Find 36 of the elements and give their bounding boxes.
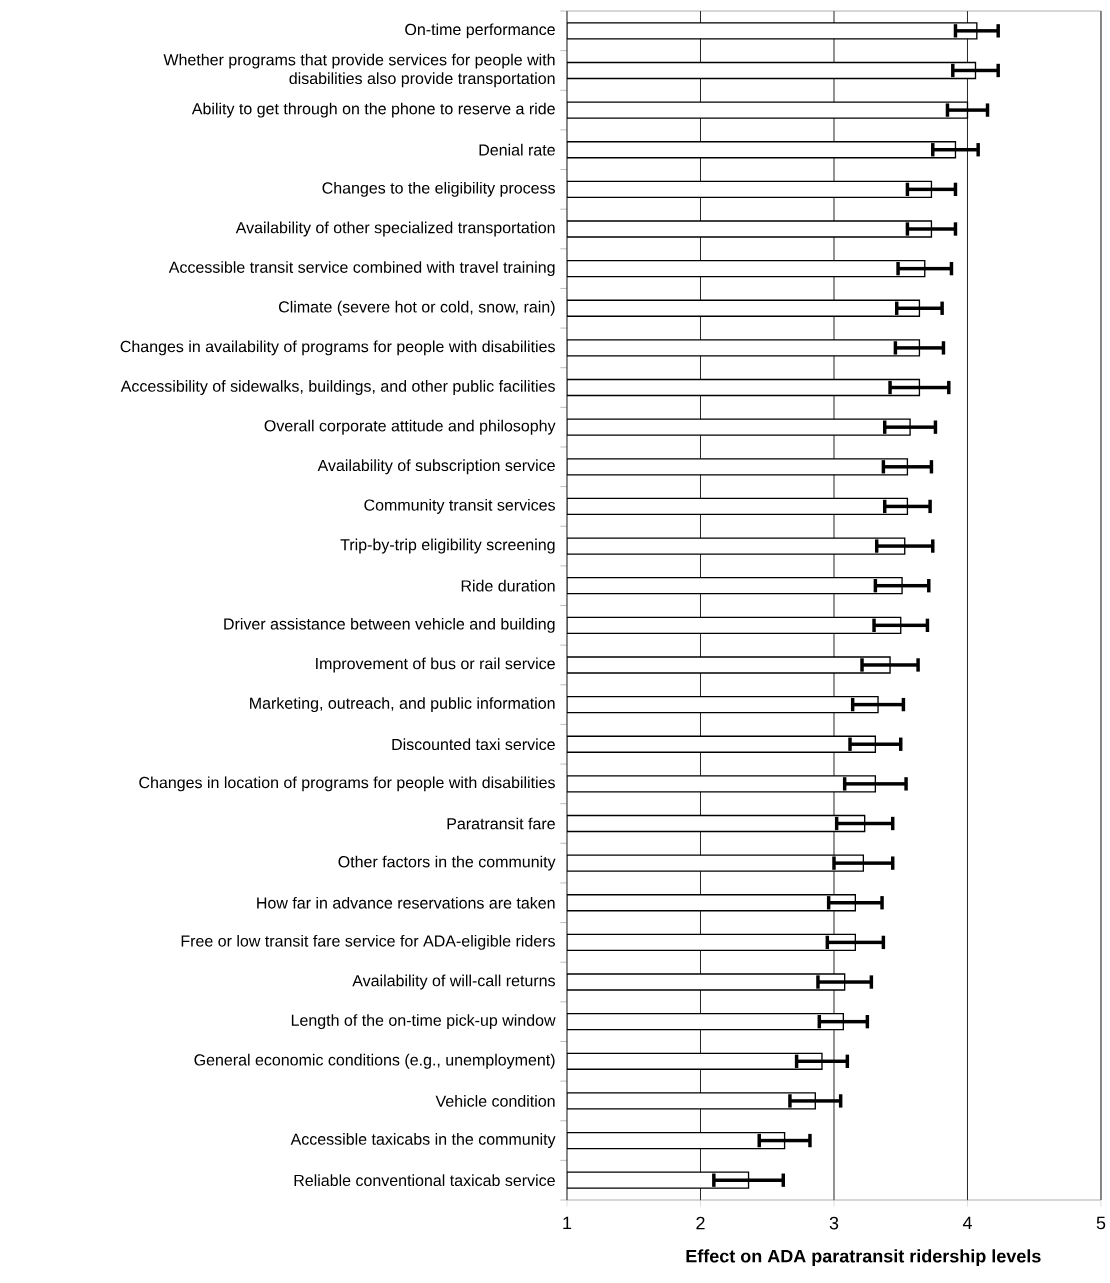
x-axis-title: Effect on ADA paratransit ridership levels: [686, 1249, 1041, 1267]
y-tick-label: Whether programs that provide services for people with disabilities also provide transportation: [163, 53, 555, 88]
x-tick-label: 3: [829, 1216, 838, 1230]
y-tick-label: Changes in availability of programs for people with disabilities: [120, 340, 555, 356]
y-tick-label: Ability to get through on the phone to reserve a ride: [191, 102, 555, 118]
y-tick-label: Paratransit fare: [447, 817, 555, 830]
y-tick-label: Accessible taxicabs in the community: [290, 1133, 556, 1149]
x-tick-label: 1: [563, 1216, 571, 1230]
y-tick-label: Community transit services: [364, 498, 555, 514]
y-tick-label: Availability of will-call returns: [352, 974, 555, 990]
y-tick-label: Vehicle condition: [435, 1095, 555, 1107]
y-tick-label: Marketing, outreach, and public information: [249, 697, 555, 713]
y-tick-label: On-time performance: [405, 23, 555, 39]
y-tick-label: Changes to the eligibility process: [322, 181, 555, 197]
y-tick-label: Ride duration: [461, 579, 555, 592]
y-tick-label: Other factors in the community: [338, 855, 556, 871]
x-tick-label: 4: [962, 1216, 972, 1230]
y-tick-label: Improvement of bus or rail service: [315, 657, 555, 673]
y-tick-label: Denial rate: [479, 143, 555, 156]
y-tick-label: Free or low transit fare service for ADA-eligible riders: [181, 934, 555, 950]
y-tick-label: Availability of subscription service: [317, 459, 555, 475]
y-tick-label: Driver assistance between vehicle and building: [224, 617, 555, 633]
y-tick-label: Discounted taxi service: [392, 738, 555, 751]
y-tick-label: Overall corporate attitude and philosophy: [264, 419, 556, 435]
x-tick-label: 2: [696, 1216, 705, 1230]
y-tick-label: Accessibility of sidewalks, buildings, and other public facilities: [120, 380, 555, 395]
y-tick-label: Accessible transit service combined with travel training: [168, 261, 555, 277]
y-tick-label: Trip-by-trip eligibility screening: [340, 538, 555, 554]
y-tick-label: How far in advance reservations are taken: [257, 896, 555, 909]
y-tick-label: Length of the on-time pick-up window: [291, 1014, 556, 1030]
y-tick-label: Changes in location of programs for people with disabilities: [139, 776, 555, 792]
y-tick-label: Availability of other specialized transportation: [235, 221, 555, 237]
y-tick-label: Reliable conventional taxicab service: [294, 1174, 555, 1187]
y-tick-label: Climate (severe hot or cold, snow, rain): [278, 300, 555, 316]
x-tick-label: 5: [1096, 1216, 1106, 1230]
y-tick-label: General economic conditions (e.g., unemployment): [194, 1053, 555, 1069]
